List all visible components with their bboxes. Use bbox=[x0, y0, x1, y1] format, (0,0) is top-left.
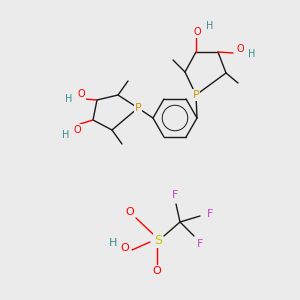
Text: P: P bbox=[193, 90, 200, 100]
Text: O: O bbox=[77, 89, 85, 99]
Text: O: O bbox=[153, 266, 161, 276]
Text: F: F bbox=[172, 190, 178, 200]
Text: P: P bbox=[135, 103, 141, 113]
Text: O: O bbox=[73, 125, 81, 135]
Text: F: F bbox=[207, 209, 213, 219]
Text: H: H bbox=[65, 94, 73, 104]
Text: H: H bbox=[62, 130, 70, 140]
Text: O: O bbox=[193, 27, 201, 37]
Text: H: H bbox=[248, 49, 256, 59]
Text: O: O bbox=[236, 44, 244, 54]
Text: H: H bbox=[109, 238, 117, 248]
Text: O: O bbox=[126, 207, 134, 217]
Text: O: O bbox=[121, 243, 129, 253]
Text: S: S bbox=[154, 233, 162, 247]
Text: F: F bbox=[197, 239, 203, 249]
Text: H: H bbox=[206, 21, 214, 31]
